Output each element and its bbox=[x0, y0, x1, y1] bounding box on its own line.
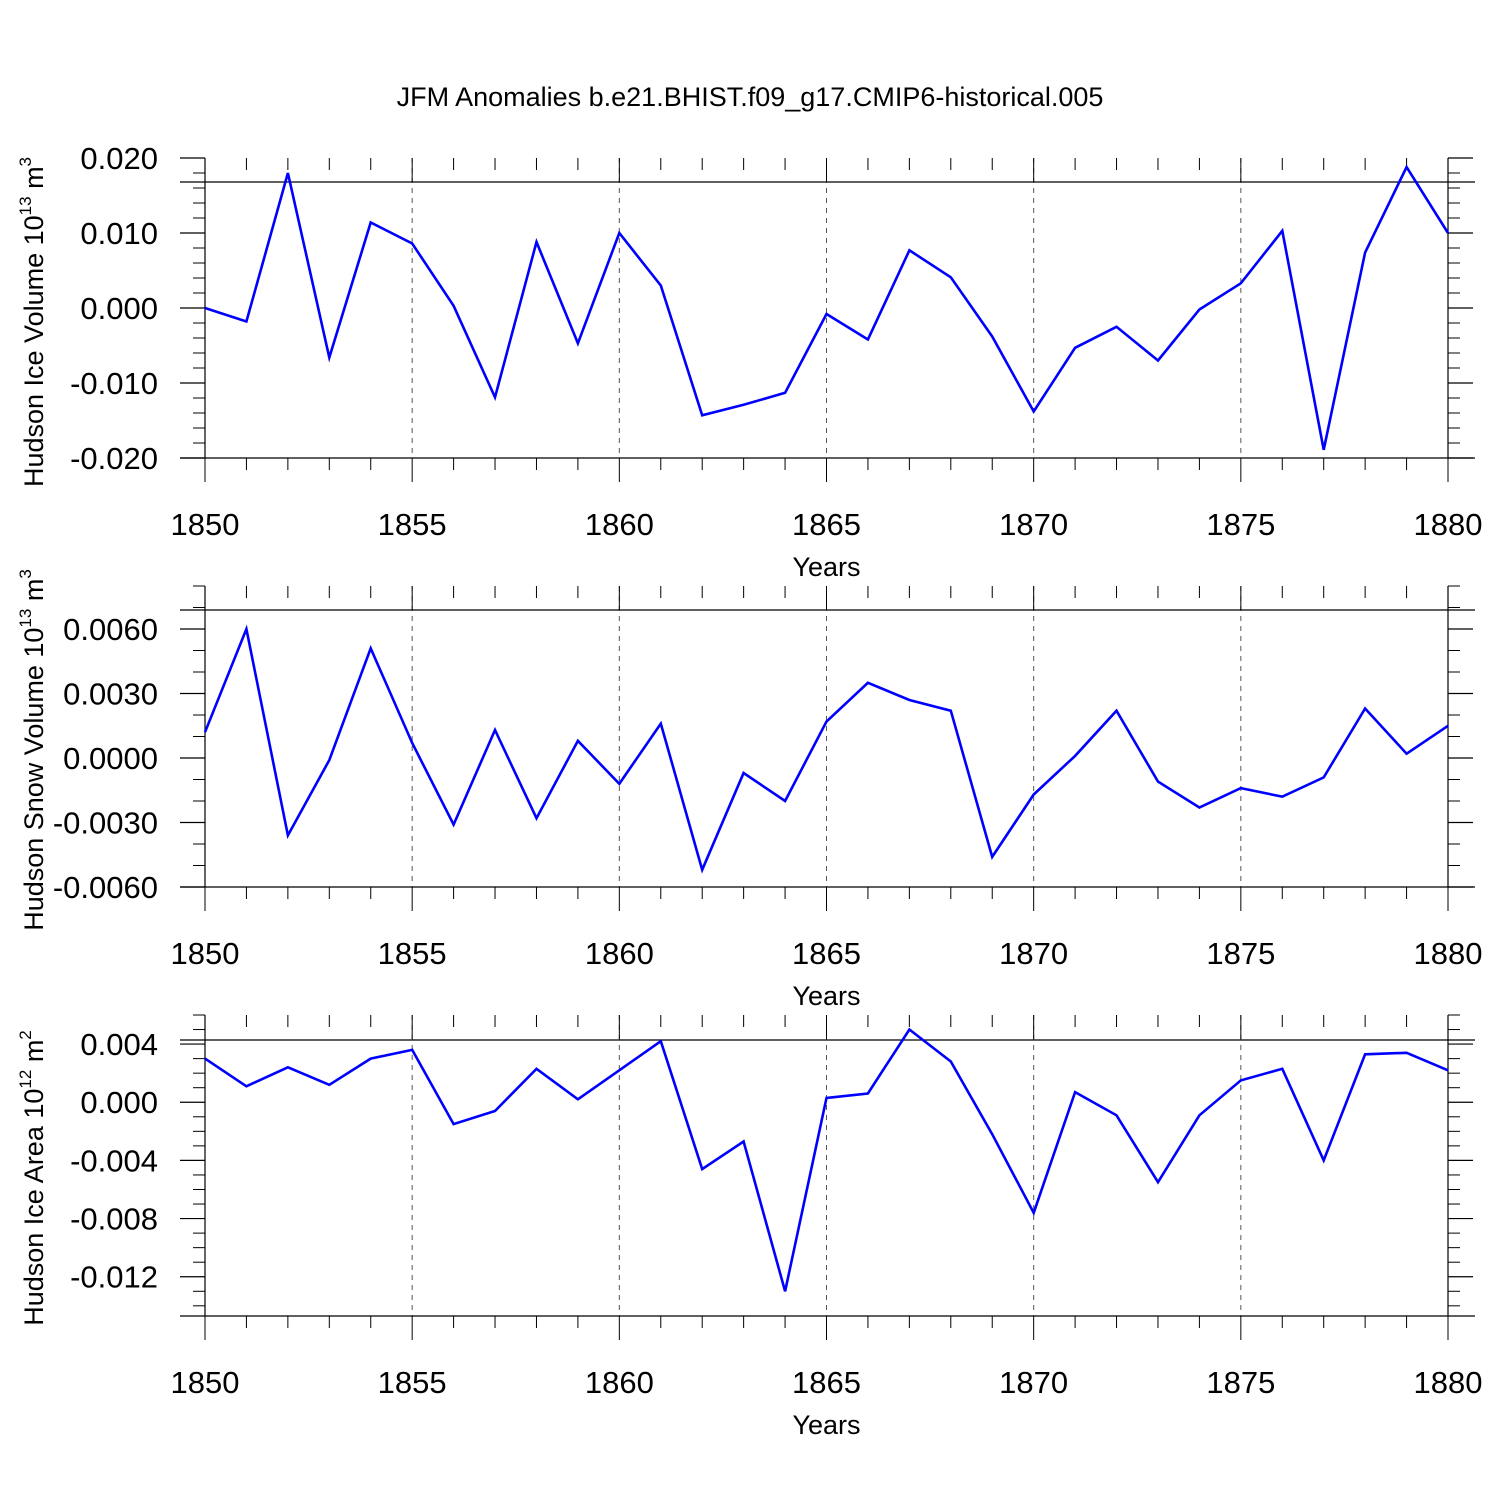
x-tick-label: 1855 bbox=[378, 507, 447, 542]
page-title: JFM Anomalies b.e21.BHIST.f09_g17.CMIP6-… bbox=[396, 82, 1104, 112]
y-tick-label: 0.000 bbox=[80, 1085, 158, 1120]
x-tick-label: 1865 bbox=[792, 936, 861, 971]
x-tick-label: 1855 bbox=[378, 1365, 447, 1400]
x-tick-label: 1860 bbox=[585, 507, 654, 542]
x-tick-label: 1865 bbox=[792, 507, 861, 542]
x-axis-title: Years bbox=[792, 1410, 860, 1440]
y-axis-title-text: Hudson Ice Volume 10 bbox=[19, 215, 49, 487]
panel-snow-volume: 0.0060 0.0030 0.0000 -0.0030 -0.0060 1850 1855… bbox=[16, 569, 1482, 1011]
y-tick-label: -0.010 bbox=[70, 366, 158, 401]
y-axis-title-unit-exponent: 2 bbox=[16, 1030, 35, 1039]
x-tick-label: 1870 bbox=[999, 507, 1068, 542]
y-tick-label: -0.0060 bbox=[53, 870, 158, 905]
y-tick-label: -0.008 bbox=[70, 1202, 158, 1237]
y-tick-label: 0.010 bbox=[80, 216, 158, 251]
y-axis-title-unit-exponent: 3 bbox=[16, 569, 35, 578]
x-tick-label: 1850 bbox=[171, 507, 240, 542]
x-tick-label: 1860 bbox=[585, 1365, 654, 1400]
x-axis-title: Years bbox=[792, 981, 860, 1011]
y-axis-title-exponent: 13 bbox=[16, 609, 35, 628]
y-tick-label: 0.0000 bbox=[63, 741, 158, 776]
y-axis-title: Hudson Ice Volume 1013 m3 bbox=[16, 157, 49, 487]
y-axis-title-text: Hudson Ice Area 10 bbox=[19, 1089, 49, 1326]
y-axis-title-exponent: 12 bbox=[16, 1070, 35, 1089]
x-tick-label: 1880 bbox=[1414, 936, 1483, 971]
x-tick-label: 1850 bbox=[171, 936, 240, 971]
y-axis-title-text: Hudson Snow Volume 10 bbox=[19, 628, 49, 931]
y-tick-label: -0.0030 bbox=[53, 806, 158, 841]
y-tick-label: 0.000 bbox=[80, 291, 158, 326]
y-axis-title-unit: m bbox=[19, 166, 49, 196]
x-tick-label: 1870 bbox=[999, 1365, 1068, 1400]
x-tick-label: 1860 bbox=[585, 936, 654, 971]
x-tick-label: 1875 bbox=[1206, 1365, 1275, 1400]
x-tick-label: 1865 bbox=[792, 1365, 861, 1400]
x-tick-label: 1875 bbox=[1206, 936, 1275, 971]
y-tick-label: -0.020 bbox=[70, 441, 158, 476]
y-tick-label: -0.004 bbox=[70, 1143, 158, 1178]
x-tick-label: 1875 bbox=[1206, 507, 1275, 542]
series-line bbox=[203, 624, 1449, 874]
x-tick-label: 1855 bbox=[378, 936, 447, 971]
y-tick-label: -0.012 bbox=[70, 1260, 158, 1295]
y-axis-title: Hudson Ice Area 1012 m2 bbox=[16, 1030, 49, 1326]
y-axis-title: Hudson Snow Volume 1013 m3 bbox=[16, 569, 49, 931]
x-axis-title: Years bbox=[792, 552, 860, 582]
x-tick-label: 1880 bbox=[1414, 1365, 1483, 1400]
y-axis-title-unit: m bbox=[19, 1040, 49, 1070]
y-tick-label: 0.004 bbox=[80, 1027, 158, 1062]
x-tick-label: 1850 bbox=[171, 1365, 240, 1400]
panel-ice-volume: 0.020 0.010 0.000 -0.010 -0.020 1850 1855 1860 1… bbox=[16, 141, 1482, 582]
y-axis-title-unit: m bbox=[19, 579, 49, 609]
x-tick-label: 1880 bbox=[1414, 507, 1483, 542]
y-tick-label: 0.0030 bbox=[63, 677, 158, 712]
series-line bbox=[204, 1027, 1449, 1292]
y-axis-title-exponent: 13 bbox=[16, 196, 35, 215]
x-tick-label: 1870 bbox=[999, 936, 1068, 971]
y-tick-label: 0.0060 bbox=[63, 612, 158, 647]
y-tick-label: 0.020 bbox=[80, 141, 158, 176]
y-axis-title-unit-exponent: 3 bbox=[16, 157, 35, 166]
panel-ice-area: 0.004 0.000 -0.004 -0.008 -0.012 1850 1855 1860… bbox=[16, 1014, 1483, 1440]
